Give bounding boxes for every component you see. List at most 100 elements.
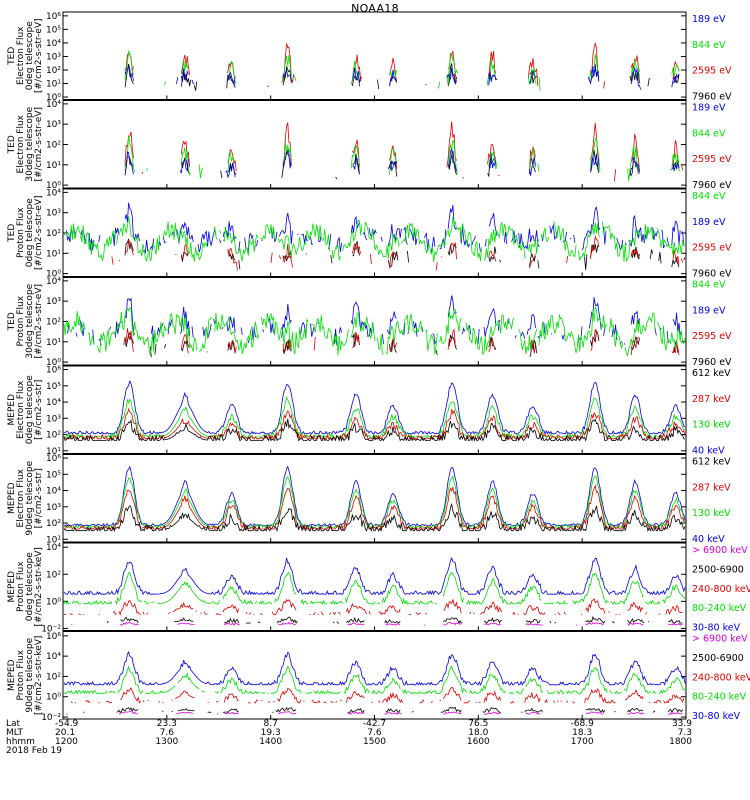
- legend-entry: 2595 eV: [692, 331, 732, 342]
- y-axis-label: [#/cm2-s-str-eV]: [34, 107, 44, 182]
- orbit-date: 2018 Feb 19: [6, 746, 62, 756]
- orbit-tick-label: -68.9: [571, 719, 595, 729]
- orbit-tick-label: 7.6: [367, 728, 382, 738]
- series-trace-2595-ev: [124, 42, 680, 89]
- orbit-tick-label: 1200: [55, 737, 78, 747]
- legend-entry: 7960 eV: [692, 357, 732, 368]
- orbit-tick-label: 18.0: [468, 728, 488, 738]
- y-tick-label: 10¹: [46, 249, 61, 259]
- y-tick-label: 10⁰: [46, 93, 61, 103]
- orbit-tick-label: 1600: [467, 737, 490, 747]
- y-tick-label: 10⁴: [46, 277, 61, 287]
- series-trace--6900-kev: [71, 621, 683, 626]
- legend-entry: 189 eV: [692, 14, 726, 25]
- orbit-tick-label: 1300: [155, 737, 178, 747]
- y-axis-label: 0deg telescope: [25, 375, 35, 445]
- legend-entry: 189 eV: [692, 305, 726, 316]
- y-axis-label: Electron Flux: [16, 380, 26, 439]
- orbit-tick-label: -42.7: [363, 719, 386, 729]
- y-axis-label: Electron Flux: [16, 114, 26, 173]
- y-tick-label: 10⁰: [46, 693, 61, 703]
- orbit-tick-label: 1500: [363, 737, 386, 747]
- legend-entry: 844 eV: [692, 280, 726, 291]
- y-axis-label: 0deg telescope: [25, 21, 35, 91]
- y-tick-label: 10¹: [46, 161, 61, 171]
- legend-entry: 30-80 keV: [692, 623, 741, 634]
- legend-entry: > 6900 keV: [692, 634, 748, 645]
- y-tick-label: 10⁴: [46, 398, 61, 408]
- series-trace-130-kev: [63, 474, 686, 529]
- legend-entry: 30-80 keV: [692, 711, 741, 722]
- series-trace-2500-6900: [83, 706, 683, 714]
- legend-entry: 7960 eV: [692, 180, 732, 191]
- series-trace-7960-ev: [124, 238, 686, 270]
- y-axis-label: 30deg telescope: [25, 283, 35, 358]
- orbit-row-label: hhmm: [6, 737, 35, 747]
- series-trace-7960-ev: [124, 149, 680, 180]
- series-trace-612-kev: [63, 502, 686, 533]
- legend-entry: 130 keV: [692, 508, 731, 519]
- series-trace-189-ev: [124, 147, 680, 179]
- series-trace-240-800-kev: [64, 598, 683, 616]
- y-axis-label: [#/cm2-s-str-eV]: [34, 284, 44, 359]
- orbit-tick-label: 1400: [259, 737, 282, 747]
- orbit-tick-label: 76.5: [468, 719, 488, 729]
- y-tick-label: 10⁰: [46, 358, 61, 368]
- orbit-tick-label: 19.3: [261, 728, 281, 738]
- panel-3: 10⁰ 10¹ 10² 10³ 10⁴ TED Proton Flux 0deg telesc…: [7, 188, 732, 279]
- y-tick-label: 10⁴: [46, 487, 61, 497]
- y-tick-label: 10³: [46, 52, 61, 62]
- y-tick-label: 10⁰: [46, 597, 61, 607]
- y-axis-label: 30deg telescope: [25, 106, 35, 181]
- series-trace-844-ev: [124, 135, 681, 182]
- legend-entry: 40 keV: [692, 446, 725, 457]
- y-tick-label: 10³: [46, 209, 61, 219]
- y-tick-label: 10⁶: [46, 632, 61, 642]
- y-axis-label: MEPED: [7, 394, 17, 426]
- panel-6: 10¹ 10² 10³ 10⁴ 10⁵ 10⁶ MEPED Electron Flux 90de…: [7, 454, 731, 545]
- y-axis-label: MEPED: [7, 482, 17, 514]
- y-tick-label: 10⁰: [46, 270, 61, 280]
- legend-entry: > 6900 keV: [692, 545, 748, 556]
- y-tick-label: 10²: [46, 229, 61, 239]
- legend-entry: 844 eV: [692, 191, 726, 202]
- orbit-row-label: MLT: [6, 728, 24, 738]
- y-tick-label: 10⁰: [46, 181, 61, 191]
- legend-entry: 287 keV: [692, 394, 731, 405]
- y-axis-label: Proton Flux: [16, 649, 26, 700]
- series-trace-2500-6900: [106, 616, 683, 625]
- y-axis-label: MEPED: [7, 571, 17, 603]
- y-tick-label: 10⁶: [46, 454, 61, 464]
- series-trace-844-ev: [63, 306, 686, 357]
- y-axis-label: Proton Flux: [16, 207, 26, 258]
- orbit-tick-label: 8.7: [264, 719, 278, 729]
- y-axis-label: Electron Flux: [16, 468, 26, 527]
- y-axis-label: TED: [7, 312, 17, 331]
- y-tick-label: 10²: [46, 317, 61, 327]
- legend-entry: 2500-6900: [692, 564, 744, 575]
- orbit-tick-label: 20.1: [55, 728, 75, 738]
- series-trace-80-240-kev: [63, 665, 686, 695]
- orbit-tick-label: 1700: [571, 737, 594, 747]
- legend-entry: 40 keV: [692, 534, 725, 545]
- legend-entry: 189 eV: [692, 103, 726, 114]
- y-tick-label: 10⁻²: [41, 713, 61, 723]
- y-tick-label: 10⁴: [46, 543, 61, 553]
- series-trace-844-ev: [125, 51, 684, 90]
- y-axis-label: Proton Flux: [16, 295, 26, 346]
- y-axis-label: Proton Flux: [16, 561, 26, 612]
- y-axis-label: TED: [7, 47, 17, 66]
- y-tick-label: 10¹: [46, 338, 61, 348]
- legend-entry: 130 keV: [692, 420, 731, 431]
- y-axis-label: 0deg telescope: [25, 552, 35, 622]
- y-tick-label: 10²: [46, 519, 61, 529]
- panel-2: 10⁰ 10¹ 10² 10³ 10⁴ TED Electron Flux 30deg tel…: [7, 100, 732, 191]
- y-tick-label: 10³: [46, 414, 61, 424]
- series-trace-130-kev: [63, 396, 686, 439]
- legend-entry: 240-800 keV: [692, 672, 750, 683]
- panel-frame: [62, 100, 687, 189]
- orbit-tick-label: 33.9: [672, 719, 692, 729]
- legend-entry: 2595 eV: [692, 243, 732, 254]
- legend-entry: 80-240 keV: [692, 692, 747, 703]
- y-tick-label: 10²: [46, 66, 61, 76]
